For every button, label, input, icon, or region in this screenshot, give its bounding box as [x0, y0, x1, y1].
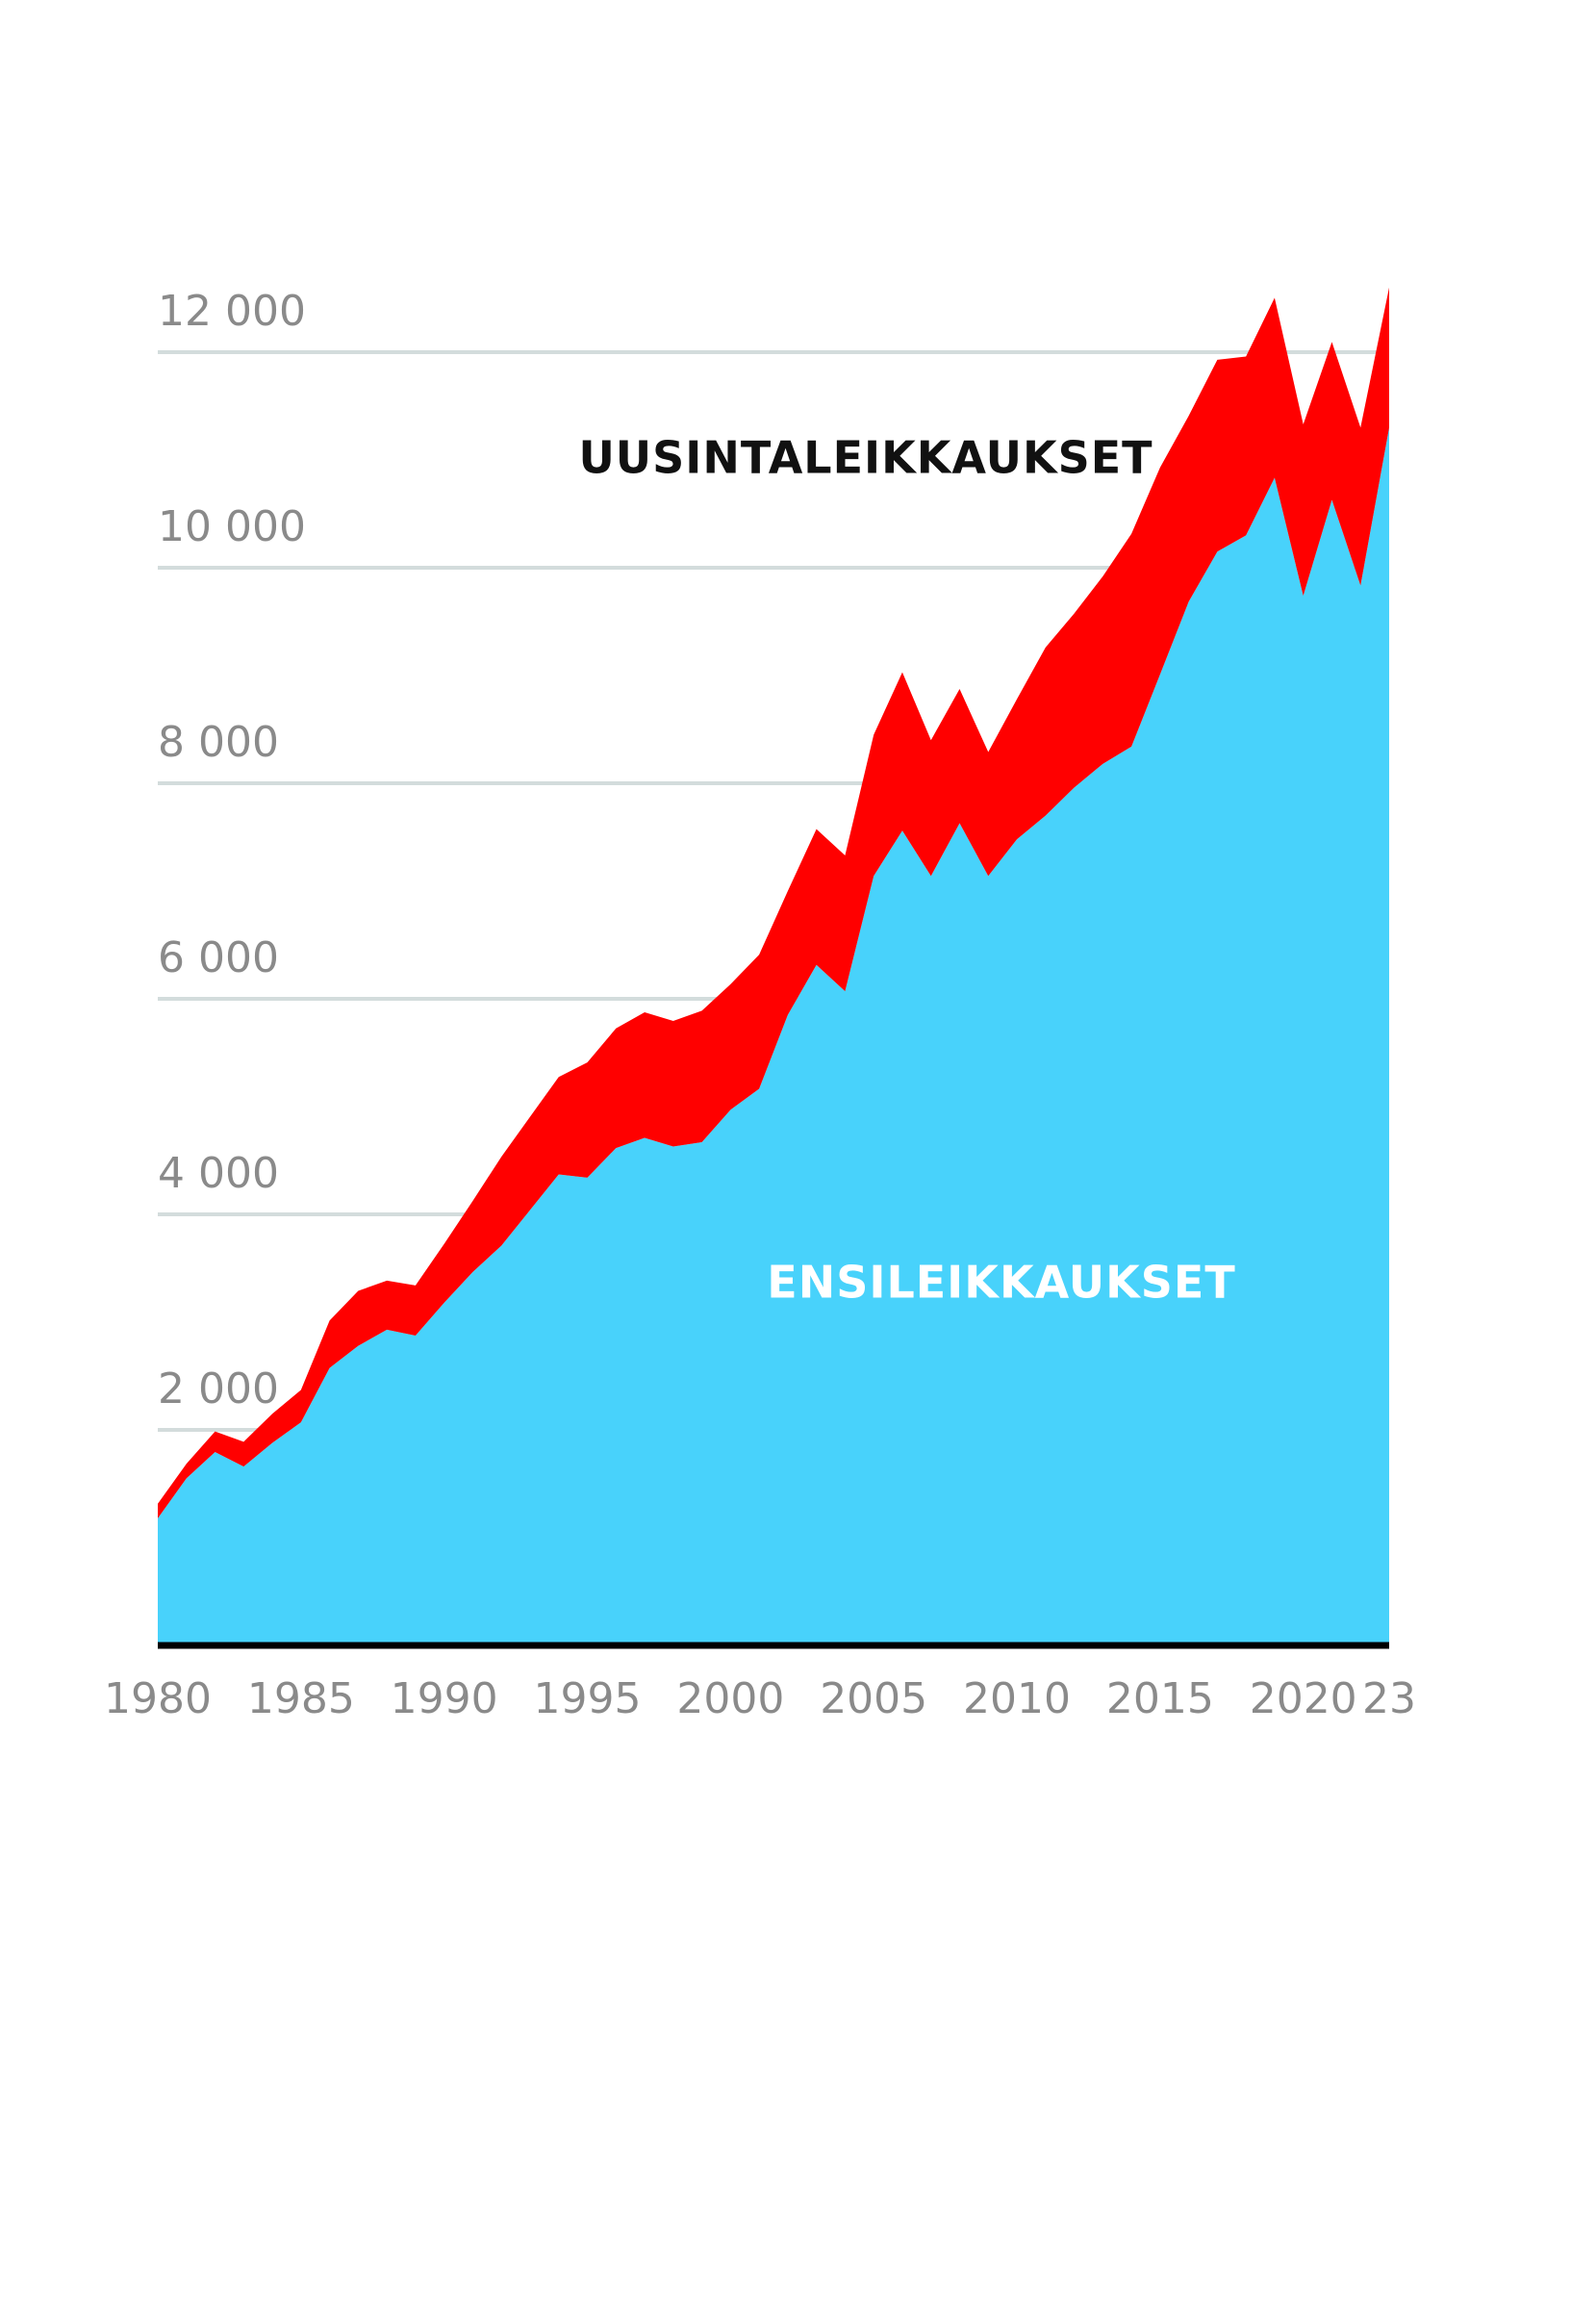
y-tick-label: 10 000	[158, 502, 306, 551]
x-tick-label: 2010	[963, 1674, 1071, 1723]
x-tick-label: 1980	[104, 1674, 212, 1723]
x-tick-label: 2020	[1250, 1674, 1357, 1723]
x-tick-label: 1985	[247, 1674, 355, 1723]
y-tick-label: 8 000	[158, 718, 279, 767]
area	[158, 427, 1389, 1645]
x-tick-label: 1995	[534, 1674, 642, 1723]
y-tick-label: 4 000	[158, 1149, 279, 1198]
series-label: UUSINTALEIKKAUKSET	[578, 432, 1153, 484]
x-tick-label: 2000	[676, 1674, 784, 1723]
x-tick-label: 2005	[820, 1674, 927, 1723]
area	[158, 287, 1389, 1518]
x-tick-label: 2015	[1106, 1674, 1214, 1723]
y-tick-label: 12 000	[158, 287, 306, 336]
y-tick-label: 2 000	[158, 1364, 279, 1414]
y-tick-label: 6 000	[158, 933, 279, 982]
x-tick-label: 1990	[391, 1674, 498, 1723]
x-tick-label: 23	[1362, 1674, 1416, 1723]
series-label: ENSILEIKKAUKSET	[767, 1257, 1235, 1309]
